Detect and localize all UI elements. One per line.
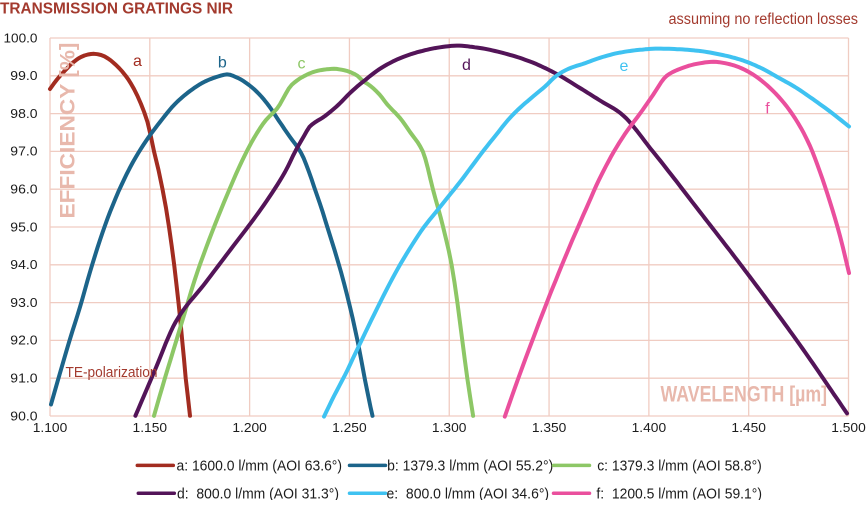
svg-text:1.300: 1.300 — [432, 420, 467, 435]
svg-text:1.200: 1.200 — [232, 420, 267, 435]
svg-text:TRANSMISSION GRATINGS NIR: TRANSMISSION GRATINGS NIR — [0, 1, 233, 18]
svg-text:EFFICIENCY [%]: EFFICIENCY [%] — [57, 43, 80, 219]
svg-text:a: a — [133, 53, 142, 70]
svg-text:1.250: 1.250 — [332, 420, 367, 435]
svg-text:100.0: 100.0 — [4, 30, 38, 45]
svg-text:1.100: 1.100 — [33, 420, 68, 435]
svg-text:96.0: 96.0 — [10, 182, 37, 197]
svg-text:95.0: 95.0 — [10, 219, 37, 234]
svg-text:a: 1600.0 l/mm (AOI 63.6°): a: 1600.0 l/mm (AOI 63.6°) — [177, 458, 343, 475]
svg-text:90.0: 90.0 — [10, 408, 37, 423]
svg-text:93.0: 93.0 — [10, 295, 37, 310]
svg-text:e: e — [620, 58, 629, 75]
svg-text:b: 1379.3 l/mm (AOI 55.2°): b: 1379.3 l/mm (AOI 55.2°) — [387, 458, 553, 475]
svg-text:c: c — [298, 55, 306, 72]
svg-text:d: d — [462, 57, 471, 74]
svg-text:f: 1200.5 l/mm (AOI 59.1°): f: 1200.5 l/mm (AOI 59.1°) — [596, 486, 762, 501]
svg-text:99.0: 99.0 — [10, 68, 37, 83]
svg-text:1.500: 1.500 — [831, 420, 866, 435]
svg-text:e: 800.0 l/mm (AOI 34.6°): e: 800.0 l/mm (AOI 34.6°) — [387, 486, 550, 501]
svg-text:1.350: 1.350 — [532, 420, 567, 435]
svg-text:1.400: 1.400 — [632, 420, 667, 435]
svg-text:c: 1379.3 l/mm (AOI 58.8°): c: 1379.3 l/mm (AOI 58.8°) — [597, 458, 762, 475]
svg-text:92.0: 92.0 — [10, 333, 37, 348]
svg-text:b: b — [218, 55, 227, 72]
svg-text:TE-polarization: TE-polarization — [66, 364, 158, 381]
svg-text:f: f — [765, 101, 770, 118]
svg-text:91.0: 91.0 — [10, 371, 37, 386]
svg-text:assuming no reflection losses: assuming no reflection losses — [669, 11, 859, 28]
svg-text:1.150: 1.150 — [133, 420, 168, 435]
svg-text:d: 800.0 l/mm (AOI 31.3°): d: 800.0 l/mm (AOI 31.3°) — [177, 486, 339, 501]
svg-text:98.0: 98.0 — [10, 106, 37, 121]
svg-text:94.0: 94.0 — [10, 257, 37, 272]
svg-text:97.0: 97.0 — [10, 144, 37, 159]
svg-text:1.450: 1.450 — [731, 420, 766, 435]
svg-text:WAVELENGTH [µm]: WAVELENGTH [µm] — [661, 382, 828, 407]
